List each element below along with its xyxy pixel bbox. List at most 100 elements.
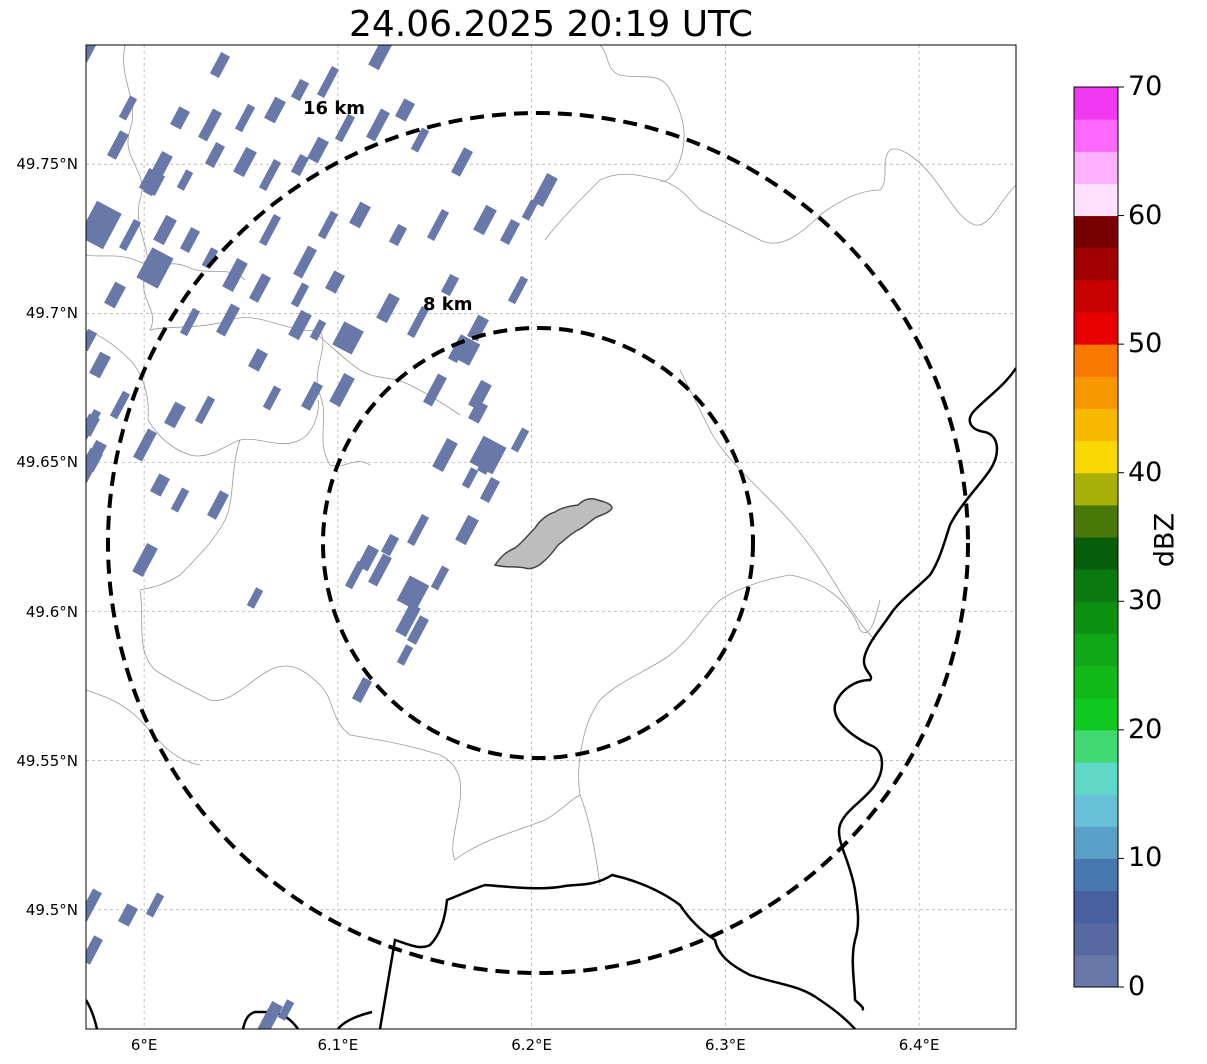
radar-echo-cell bbox=[249, 273, 271, 303]
radar-echo-cell bbox=[368, 553, 392, 587]
radar-echo-cell bbox=[510, 427, 530, 453]
radar-echo-cell bbox=[132, 543, 158, 577]
colorbar-cell bbox=[1074, 794, 1118, 827]
radar-echo-cell bbox=[277, 999, 295, 1021]
radar-echo-cell bbox=[133, 428, 157, 462]
colorbar-cell bbox=[1074, 665, 1118, 699]
radar-echo-cell bbox=[107, 130, 129, 160]
radar-echo-cell bbox=[532, 173, 558, 207]
lon-tick-label: 6.1°E bbox=[317, 1036, 359, 1054]
colorbar-cell bbox=[1074, 954, 1118, 988]
lat-tick-label: 49.5°N bbox=[25, 900, 78, 919]
colorbar-tick-label: 40 bbox=[1128, 456, 1163, 488]
range-ring-16km bbox=[106, 111, 970, 975]
colorbar-cell bbox=[1074, 151, 1118, 184]
lon-tick-label: 6.4°E bbox=[898, 1036, 940, 1054]
radar-echo-cell bbox=[109, 390, 131, 420]
radar-echo-cell bbox=[395, 603, 421, 637]
radar-echo-cell bbox=[194, 395, 216, 425]
radar-echo-cell bbox=[334, 113, 356, 143]
radar-echo-cell bbox=[406, 513, 430, 547]
radar-echo-cell bbox=[246, 587, 264, 609]
radar-echo-cell bbox=[395, 98, 415, 122]
radar-echo-cell bbox=[473, 204, 497, 236]
colorbar-cell bbox=[1074, 890, 1118, 924]
colorbar-tick-label: 10 bbox=[1128, 842, 1163, 874]
radar-echo-cell bbox=[344, 560, 366, 590]
colorbar-cell bbox=[1074, 279, 1118, 313]
colorbar-cell bbox=[1074, 344, 1118, 377]
radar-echo-cell bbox=[290, 153, 310, 177]
radar-echo-cell bbox=[207, 490, 229, 520]
lat-tick-label: 49.65°N bbox=[16, 453, 78, 472]
radar-echo-cluster bbox=[396, 575, 430, 611]
colorbar-cell bbox=[1074, 697, 1118, 731]
radar-echo-cell bbox=[396, 644, 414, 666]
radar-echo-cell bbox=[380, 533, 400, 557]
lon-tick-label: 6°E bbox=[130, 1036, 158, 1054]
colorbar-cell bbox=[1074, 729, 1118, 763]
radar-echo-cell bbox=[145, 892, 165, 918]
radar-echo-cell bbox=[410, 127, 430, 153]
radar-echo-cluster bbox=[332, 321, 364, 355]
radar-echo-cell bbox=[388, 223, 408, 247]
colorbar-cell bbox=[1074, 247, 1118, 281]
range-ring-8km bbox=[321, 326, 755, 760]
radar-echo-cell bbox=[104, 281, 126, 309]
colorbar-cell bbox=[1074, 826, 1118, 859]
radar-echo-cell bbox=[307, 136, 329, 164]
colorbar-cell bbox=[1074, 537, 1118, 570]
radar-echo-cluster bbox=[138, 168, 166, 196]
colorbar-cell bbox=[1074, 922, 1118, 956]
colorbar-frame bbox=[1073, 86, 1119, 988]
radar-echo-cell bbox=[86, 45, 97, 63]
map-title: 24.06.2025 20:19 UTC bbox=[348, 4, 754, 45]
radar-echo-cell bbox=[440, 273, 460, 297]
radar-echo-cell bbox=[325, 270, 345, 294]
radar-echo-cell bbox=[316, 65, 340, 99]
colorbar-label: dBZ bbox=[1149, 512, 1181, 568]
radar-echo-cell bbox=[499, 219, 521, 245]
radar-echo-cell bbox=[201, 247, 219, 269]
city-outline bbox=[493, 498, 613, 570]
colorbar-cell bbox=[1074, 408, 1118, 442]
radar-echo-cell bbox=[467, 314, 489, 342]
colorbar-tick-label: 30 bbox=[1128, 585, 1163, 617]
colorbar-cell bbox=[1074, 762, 1118, 795]
radar-echo-cell bbox=[176, 169, 194, 191]
radar-echo-cell bbox=[86, 328, 98, 352]
radar-echo-cell bbox=[204, 142, 226, 168]
colorbar-cell bbox=[1074, 119, 1118, 152]
radar-echo-cell bbox=[376, 292, 400, 324]
plot-frame bbox=[85, 44, 1017, 1030]
colorbar-cell bbox=[1074, 472, 1118, 506]
radar-echo-cell bbox=[170, 487, 190, 513]
radar-echoes bbox=[86, 45, 558, 1029]
ring-label-16km: 16 km bbox=[303, 98, 365, 119]
radar-echo-cell bbox=[455, 514, 479, 546]
colorbar-ticks bbox=[1118, 86, 1124, 988]
colorbar-cell bbox=[1074, 312, 1118, 345]
radar-echo-cell bbox=[179, 227, 201, 253]
radar-echo-cell bbox=[468, 400, 488, 424]
lat-tick-label: 49.75°N bbox=[16, 155, 78, 174]
radar-echo-cell bbox=[86, 935, 103, 965]
colorbar-cell bbox=[1074, 858, 1118, 892]
colorbar-cell bbox=[1074, 440, 1118, 474]
radar-echo-cell bbox=[258, 213, 282, 247]
radar-echo-cell bbox=[89, 351, 111, 379]
radar-echo-cluster bbox=[469, 435, 507, 475]
ring-label-8km: 8 km bbox=[423, 294, 473, 315]
radar-echo-cell bbox=[423, 373, 447, 407]
country-borders bbox=[86, 367, 1016, 1029]
radar-echo-cell bbox=[290, 78, 310, 102]
radar-echo-cluster bbox=[86, 200, 122, 250]
lon-tick-label: 6.2°E bbox=[511, 1036, 553, 1054]
radar-echo-cell bbox=[317, 210, 339, 240]
radar-echo-cell bbox=[288, 309, 312, 341]
radar-echo-cell bbox=[233, 146, 257, 178]
radar-echo-cell bbox=[198, 108, 222, 142]
radar-echo-cell bbox=[209, 52, 231, 78]
radar-echo-cell bbox=[216, 303, 240, 337]
radar-echo-cell bbox=[368, 45, 392, 71]
